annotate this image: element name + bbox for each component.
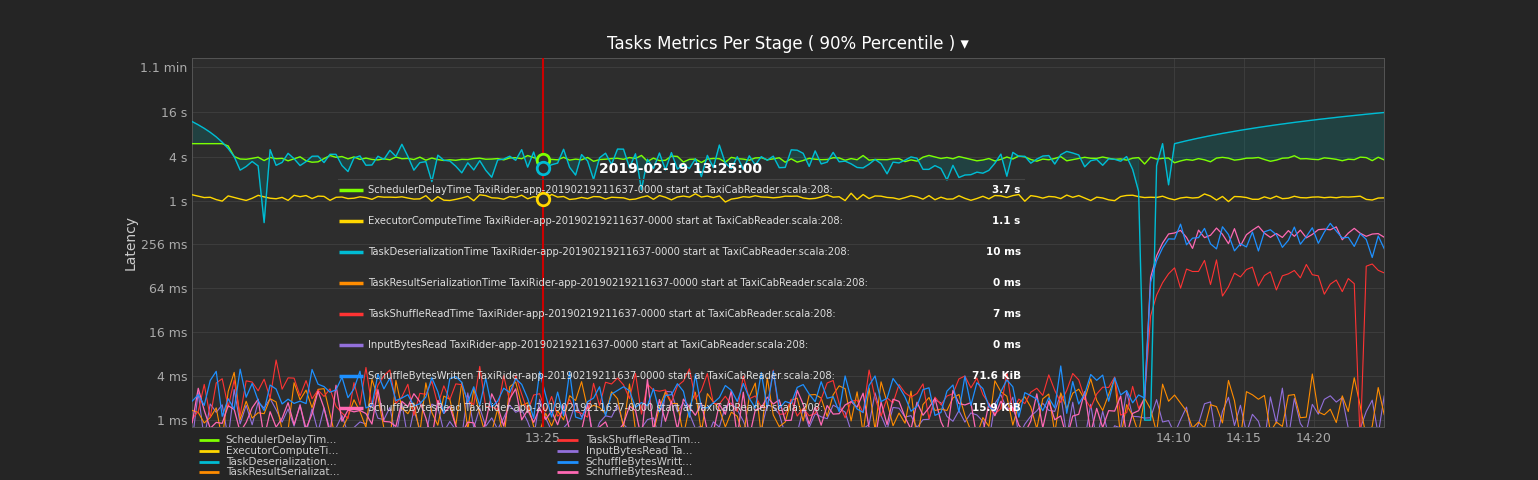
Text: SchedulerDelayTim...: SchedulerDelayTim...	[226, 435, 337, 445]
Text: TaskResultSerializat...: TaskResultSerializat...	[226, 467, 340, 477]
Text: TaskResultSerializationTime TaxiRider-app-20190219211637-0000 start at TaxiCabRe: TaskResultSerializationTime TaxiRider-ap…	[369, 278, 869, 288]
Text: SchuffleBytesRead TaxiRider-app-20190219211637-0000 start at TaxiCabReader.scala: SchuffleBytesRead TaxiRider-app-20190219…	[369, 403, 824, 412]
Text: SchuffleBytesRead...: SchuffleBytesRead...	[586, 467, 694, 477]
Text: InputBytesRead Ta...: InputBytesRead Ta...	[586, 446, 692, 456]
Text: 71.6 KiB: 71.6 KiB	[972, 372, 1021, 382]
Y-axis label: Latency: Latency	[123, 215, 137, 270]
Text: ExecutorComputeTime TaxiRider-app-20190219211637-0000 start at TaxiCabReader.sca: ExecutorComputeTime TaxiRider-app-201902…	[369, 216, 843, 226]
Title: Tasks Metrics Per Stage ( 90% Percentile ) ▾: Tasks Metrics Per Stage ( 90% Percentile…	[608, 35, 969, 53]
Text: 10 ms: 10 ms	[986, 247, 1021, 257]
Text: InputBytesRead TaxiRider-app-20190219211637-0000 start at TaxiCabReader.scala:20: InputBytesRead TaxiRider-app-20190219211…	[369, 340, 809, 350]
Text: 2019-02-19 13:25:00: 2019-02-19 13:25:00	[600, 162, 763, 177]
Text: 15.9 KiB: 15.9 KiB	[972, 403, 1021, 412]
Text: TaskDeserializationTime TaxiRider-app-20190219211637-0000 start at TaxiCabReader: TaskDeserializationTime TaxiRider-app-20…	[369, 247, 851, 257]
Text: 3.7 s: 3.7 s	[992, 185, 1021, 195]
Text: 7 ms: 7 ms	[992, 310, 1021, 319]
Text: TaskShuffleReadTime TaxiRider-app-20190219211637-0000 start at TaxiCabReader.sca: TaskShuffleReadTime TaxiRider-app-201902…	[369, 310, 837, 319]
Text: 1.1 s: 1.1 s	[992, 216, 1021, 226]
Text: 0 ms: 0 ms	[994, 340, 1021, 350]
Text: SchedulerDelayTime TaxiRider-app-20190219211637-0000 start at TaxiCabReader.scal: SchedulerDelayTime TaxiRider-app-2019021…	[369, 185, 834, 195]
Text: 0 ms: 0 ms	[994, 278, 1021, 288]
Text: SchuffleBytesWritten TaxiRider-app-20190219211637-0000 start at TaxiCabReader.sc: SchuffleBytesWritten TaxiRider-app-20190…	[369, 372, 835, 382]
Text: SchuffleBytesWritt...: SchuffleBytesWritt...	[586, 456, 692, 467]
Text: ExecutorComputeTi...: ExecutorComputeTi...	[226, 446, 338, 456]
Text: TaskDeserialization...: TaskDeserialization...	[226, 456, 337, 467]
Text: TaskShuffleReadTim...: TaskShuffleReadTim...	[586, 435, 700, 445]
